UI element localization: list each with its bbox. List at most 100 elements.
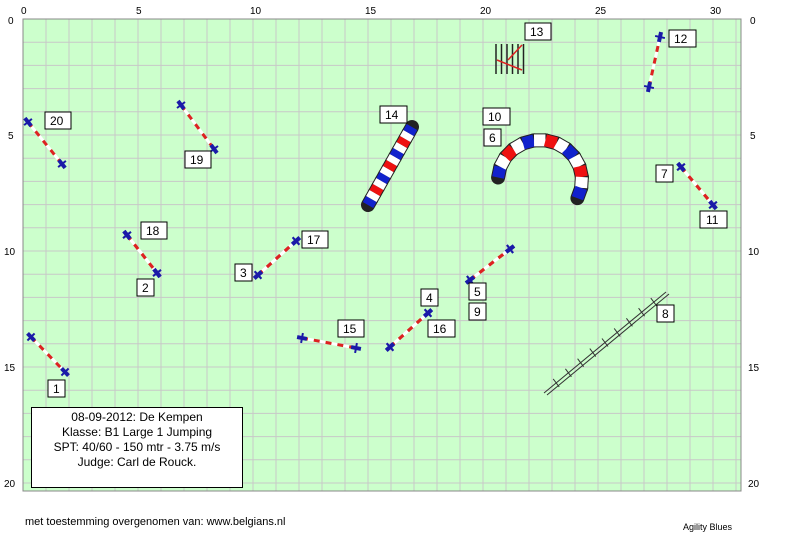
label-jump-3: 3 xyxy=(234,263,253,282)
tunnel-segment xyxy=(521,134,536,150)
svg-text:18: 18 xyxy=(146,224,160,238)
y-tick-label: 15 xyxy=(4,363,16,374)
label-ladder-8: 8 xyxy=(656,304,675,323)
jump-bar-segment xyxy=(652,57,657,64)
jump-stand-foot xyxy=(300,332,304,344)
jump-bar-segment xyxy=(655,45,660,53)
ladder-rail xyxy=(546,293,670,396)
tunnel-segment xyxy=(362,196,377,208)
jump-17 xyxy=(252,236,302,280)
jump-19 xyxy=(176,99,219,155)
jump-bar-segment xyxy=(411,321,418,329)
y-tick-label: 0 xyxy=(8,16,14,27)
label-jump-11: 11 xyxy=(699,210,728,229)
y-tick-label: 0 xyxy=(750,16,756,27)
jump-bar-segment xyxy=(337,343,344,348)
ladder-rung xyxy=(577,358,584,368)
info-judge: Judge: Carl de Rouck. xyxy=(77,455,197,469)
ladder-rung xyxy=(613,328,621,337)
tunnel-segment xyxy=(400,130,414,142)
jump-bar-segment xyxy=(478,267,486,274)
jump-bar-segment xyxy=(415,317,423,325)
credit-text: met toestemming overgenomen van: www.bel… xyxy=(25,516,286,528)
ladder-rung xyxy=(626,317,633,327)
weave-poles xyxy=(495,44,525,74)
x-tick-label: 25 xyxy=(595,6,607,17)
y-axis-right: 0 5 10 15 20 xyxy=(748,16,760,490)
svg-text:16: 16 xyxy=(433,322,447,336)
jump-bar-segment xyxy=(204,137,212,145)
tunnel-segment xyxy=(573,165,588,179)
jump-bar-segment xyxy=(55,361,62,369)
jump-bar-segment xyxy=(140,252,147,260)
label-jump-15: 15 xyxy=(337,319,365,338)
jump-bar-segment xyxy=(42,348,49,356)
jump-bar-segment xyxy=(265,261,273,269)
jump-stand-foot xyxy=(354,342,358,354)
label-jump-20: 20 xyxy=(44,111,72,130)
x-tick-label: 15 xyxy=(365,6,377,17)
jump-bar-segment xyxy=(38,344,45,351)
y-tick-label: 5 xyxy=(8,131,14,142)
jump-bar-segment xyxy=(34,340,41,347)
jump-stand-foot xyxy=(253,270,263,280)
tunnel-segment xyxy=(372,178,387,190)
jump-bar-segment xyxy=(274,253,282,261)
y-tick-label: 10 xyxy=(4,247,16,258)
svg-text:19: 19 xyxy=(190,153,204,167)
jump-11 xyxy=(676,161,718,211)
tunnel-14 xyxy=(361,120,419,212)
jump-bar-segment xyxy=(183,108,190,116)
x-tick-label: 10 xyxy=(250,6,262,17)
label-weave-13: 13 xyxy=(524,22,552,41)
tunnel-6-10 xyxy=(491,133,589,206)
jump-stand-foot xyxy=(60,367,70,377)
svg-text:15: 15 xyxy=(343,322,357,336)
y-axis-left: 0 5 10 15 20 xyxy=(4,16,16,490)
jump-bar-segment xyxy=(492,256,500,263)
number-labels: 1 2 3 4 5 6 7 8 9 10 11 12 13 14 15 16 1… xyxy=(44,22,728,398)
jumps-layer xyxy=(23,31,718,377)
tunnels-layer xyxy=(361,120,589,212)
jump-bar-segment xyxy=(46,353,53,360)
tunnel-segment xyxy=(553,138,570,155)
label-tunnel-10: 10 xyxy=(482,107,511,126)
jump-9 xyxy=(464,244,516,285)
jump-stand-foot xyxy=(654,34,666,40)
jump-bar-segment xyxy=(319,339,326,344)
ladder-rung xyxy=(552,378,560,388)
jump-stand-foot xyxy=(506,244,514,254)
jump-12 xyxy=(643,31,666,93)
jump-bar-segment xyxy=(497,253,505,260)
jump-bar-segment xyxy=(136,248,144,255)
x-tick-label: 20 xyxy=(480,6,492,17)
jump-stand-foot xyxy=(385,342,395,352)
jump-bar-segment xyxy=(279,249,286,257)
jump-bar-segment xyxy=(331,341,338,347)
x-tick-label: 0 xyxy=(21,6,27,17)
field-border xyxy=(22,18,742,492)
svg-text:8: 8 xyxy=(662,307,669,321)
jump-bar-segment xyxy=(133,243,140,251)
jump-bar-segment xyxy=(406,325,414,333)
tunnel-segment xyxy=(383,160,397,172)
jump-stand-foot xyxy=(643,84,655,90)
jump-bar-segment xyxy=(683,170,690,178)
tunnel-segment xyxy=(396,136,411,148)
info-spt: SPT: 40/60 - 150 mtr - 3.75 m/s xyxy=(53,440,221,454)
label-jump-16: 16 xyxy=(427,319,456,338)
label-tunnel-6: 6 xyxy=(483,128,502,147)
ladder-rung xyxy=(650,297,658,307)
jump-bar-segment xyxy=(488,260,495,267)
tunnel-segment xyxy=(495,154,511,170)
x-tick-label: 30 xyxy=(710,6,722,17)
jump-bar-segment xyxy=(325,340,332,345)
y-tick-label: 15 xyxy=(748,363,760,374)
weave-mark xyxy=(496,59,523,71)
jump-bar-segment xyxy=(402,329,409,337)
jump-bar-segment xyxy=(201,132,208,140)
jump-stand-foot xyxy=(26,332,36,342)
jump-bar-segment xyxy=(45,144,52,151)
jump-stand-foot xyxy=(708,201,718,209)
jump-bar-segment xyxy=(651,63,656,70)
